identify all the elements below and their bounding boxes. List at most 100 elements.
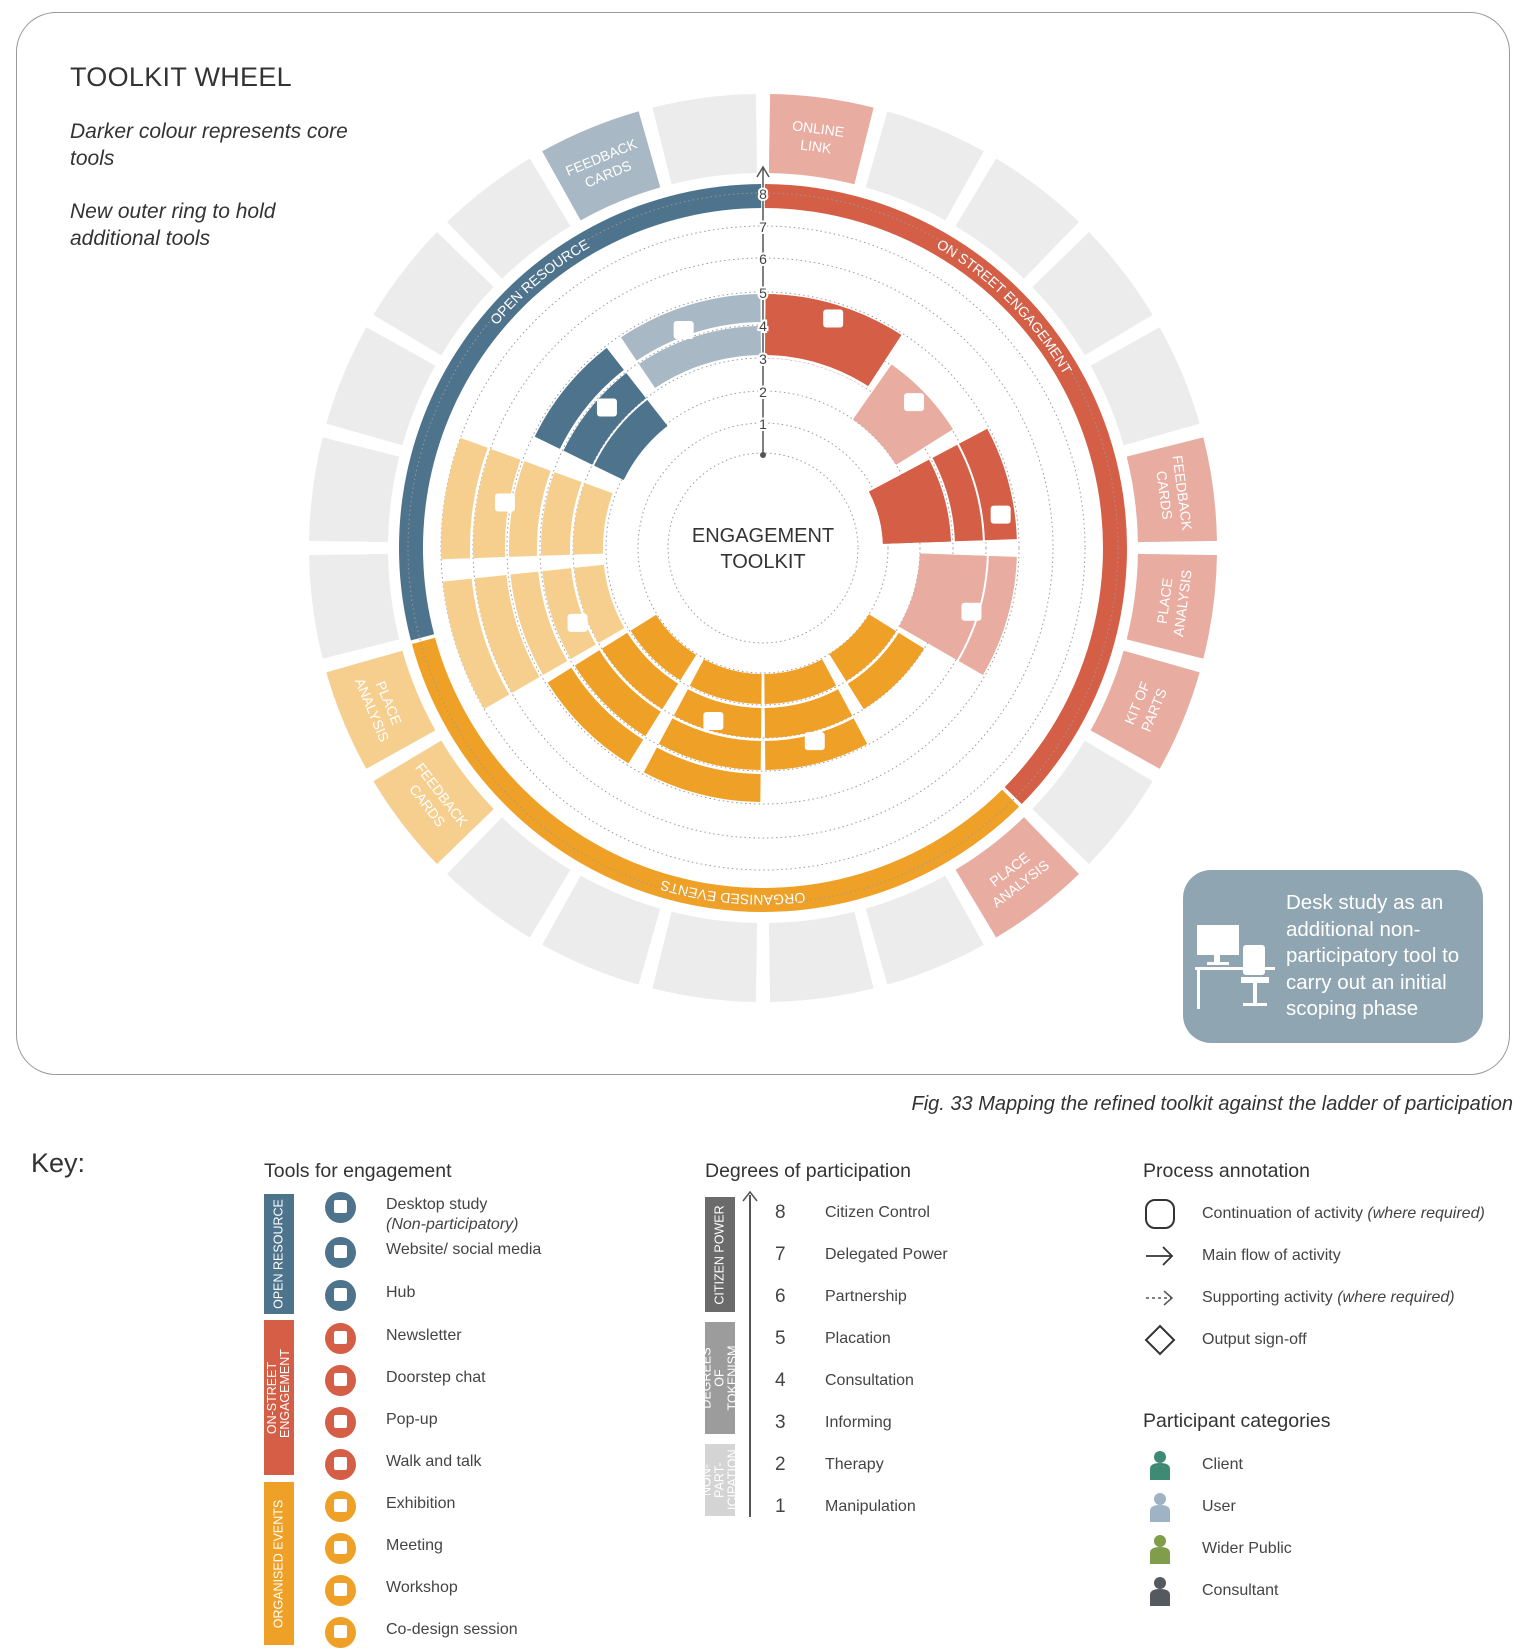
outer-ring-cell: [865, 111, 984, 221]
outer-ring-cell: [652, 911, 758, 1002]
outer-tool-cell: [326, 650, 436, 769]
degree-number: 8: [775, 1202, 786, 1223]
tool-segment: [643, 747, 761, 802]
tool-glyph-icon: [823, 309, 844, 328]
tool-segment: [601, 632, 679, 710]
process-note: (where required): [1367, 1205, 1485, 1222]
desk-study-callout: Desk study as an additional non-particip…: [1183, 870, 1483, 1043]
degrees-title: Degrees of participation: [705, 1160, 911, 1182]
tool-segment: [630, 614, 697, 681]
degree-number: 3: [775, 1412, 786, 1433]
band-citizen-power: CITIZEN POWER: [705, 1197, 735, 1312]
popup-icon: [325, 1407, 356, 1438]
tool-segment: [594, 399, 668, 481]
tool-sublabel: (Non-participatory): [386, 1216, 519, 1233]
client-person-icon: [1143, 1450, 1177, 1480]
walking-people-icon: [325, 1449, 356, 1480]
outer-ring-cell: [652, 94, 758, 185]
tool-segment: [573, 483, 613, 555]
scale-number: 7: [759, 219, 767, 235]
outer-ring-cell: [1090, 327, 1200, 446]
wheel-frame: [16, 12, 1510, 1075]
tool-segment: [441, 437, 488, 560]
outer-tool-cell: [1126, 553, 1217, 659]
band-organised-events: ORGANISED EVENTS: [264, 1482, 294, 1645]
outer-ring-cell: [865, 875, 984, 985]
tool-label: Hub: [386, 1284, 416, 1301]
degree-label: Partnership: [825, 1288, 907, 1305]
degree-label: Consultation: [825, 1372, 914, 1389]
participant-label: Wider Public: [1202, 1540, 1292, 1557]
outer-tool-cell: [768, 94, 874, 185]
band-tokenism: DEGREES OF TOKENISM: [700, 1322, 740, 1434]
tool-segment: [442, 578, 510, 709]
level-ring: [472, 257, 1054, 839]
process-note: (where required): [1337, 1289, 1455, 1306]
desk-study-text: Desk study as an additional non-particip…: [1286, 891, 1460, 1020]
outer-ring-cell: [1032, 232, 1153, 356]
degree-label: Therapy: [825, 1456, 884, 1473]
process-label: Continuation of activity (where required…: [1202, 1205, 1485, 1222]
outer-ring-cell: [326, 327, 436, 446]
figure-caption: Fig. 33 Mapping the refined toolkit agai…: [911, 1093, 1513, 1115]
desk-study-icon: [1195, 925, 1275, 1009]
degree-label: Informing: [825, 1414, 892, 1431]
tool-label: Pop-up: [386, 1411, 438, 1428]
ring-on-street: [764, 184, 1128, 805]
note-core-tools: Darker colour represents core tools: [70, 120, 348, 170]
outer-ring-cell: [309, 437, 400, 543]
outer-tool-label: LINK: [799, 137, 833, 157]
tool-label: Walk and talk: [386, 1453, 482, 1470]
outer-ring-cell: [447, 158, 571, 279]
outer-tool-cell: [1126, 437, 1217, 543]
level-ring: [637, 422, 889, 674]
outer-ring-cell: [768, 911, 874, 1002]
consultant-person-icon: [1143, 1576, 1177, 1606]
outer-ring-cell: [542, 875, 661, 985]
tool-glyph-icon: [961, 602, 982, 621]
tool-glyph-icon: [494, 493, 515, 512]
degree-number: 5: [775, 1328, 786, 1349]
tool-glyph-icon: [804, 732, 825, 751]
tool-glyph-icon: [904, 393, 925, 412]
process-label: Main flow of activity: [1202, 1247, 1341, 1264]
tool-label: Exhibition: [386, 1495, 456, 1512]
tool-segment: [765, 326, 884, 387]
scale-number: 2: [759, 384, 767, 400]
scale-number: 5: [759, 285, 767, 301]
tool-label: Desktop study: [386, 1196, 488, 1213]
tool-segment: [764, 659, 837, 704]
outer-ring-cell: [955, 158, 1079, 279]
degree-number: 4: [775, 1370, 786, 1391]
house-icon: [325, 1280, 356, 1311]
newsletter-icon: [325, 1323, 356, 1354]
tools-title: Tools for engagement: [264, 1160, 452, 1182]
scale-number: 6: [759, 251, 767, 267]
tool-segment: [574, 650, 661, 737]
center-ring: [667, 452, 859, 644]
tool-segment: [509, 461, 551, 557]
tool-segment: [853, 392, 925, 465]
exhibition-icon: [325, 1491, 356, 1522]
tool-segment: [764, 689, 853, 738]
tool-segment: [510, 571, 568, 675]
outer-ring-cell: [309, 553, 400, 659]
website-icon: [325, 1237, 356, 1268]
level-ring: [506, 291, 1020, 805]
scale-number: 8: [759, 186, 767, 202]
tool-glyph-icon: [703, 712, 724, 731]
tool-segment: [541, 472, 582, 556]
tool-segment: [542, 568, 596, 659]
outer-tool-cell: [955, 817, 1079, 938]
tool-segment: [563, 373, 647, 465]
degree-label: Delegated Power: [825, 1246, 948, 1263]
arrow-icon: [1143, 1240, 1177, 1270]
level-ring: [407, 192, 1119, 904]
tool-segment: [474, 574, 540, 693]
tool-segment: [547, 667, 644, 764]
outer-tool-cell: [542, 111, 661, 221]
degree-number: 7: [775, 1244, 786, 1265]
note-outer-ring: New outer ring to hold additional tools: [70, 200, 276, 250]
dashed-arrow-icon: [1143, 1282, 1177, 1312]
scale-arrow-icon: [756, 165, 770, 178]
